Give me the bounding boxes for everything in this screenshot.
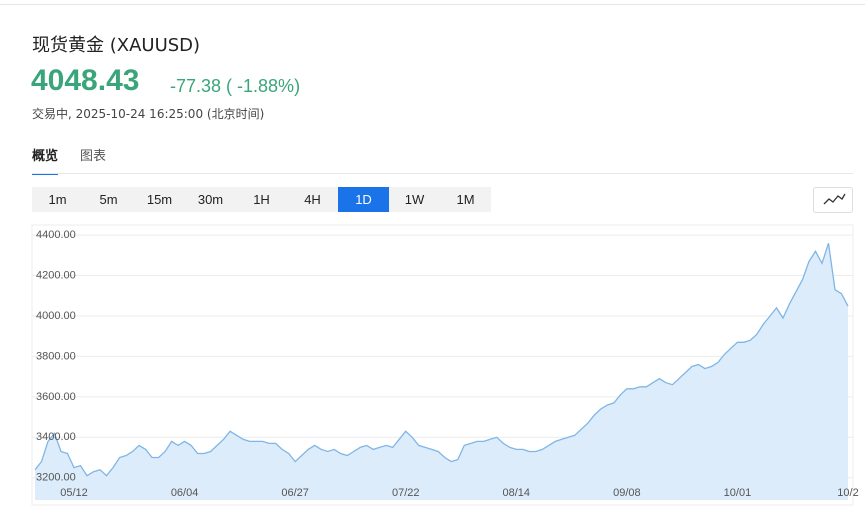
x-tick-label: 10/01 (724, 487, 752, 499)
interval-button[interactable]: 1m (48, 192, 67, 207)
interval-button[interactable]: 1D (338, 187, 389, 212)
y-tick-label: 3800.00 (36, 350, 76, 362)
y-tick-label: 4000.00 (36, 310, 76, 322)
x-tick-label: 06/04 (171, 487, 199, 499)
y-tick-label: 3200.00 (36, 472, 76, 484)
interval-bar: 1m 5m 15m 30m 1H 4H 1D 1W 1M (32, 187, 491, 212)
y-tick-label: 3600.00 (36, 391, 76, 403)
y-tick-label: 3400.00 (36, 431, 76, 443)
x-tick-label: 08/14 (503, 487, 531, 499)
chart-type-button[interactable] (813, 187, 853, 213)
x-tick-label: 10/2 (837, 487, 858, 499)
tab[interactable]: 概览 (32, 145, 59, 175)
interval-button[interactable]: 1M (456, 192, 475, 207)
y-tick-label: 4200.00 (36, 269, 76, 281)
x-tick-label: 05/12 (60, 487, 88, 499)
interval-button[interactable]: 5m (99, 192, 118, 207)
chart-frame (31, 224, 854, 506)
price-line (34, 243, 849, 477)
interval-button[interactable]: 30m (197, 192, 224, 207)
price-change: -77.38 ( -1.88%) (170, 76, 301, 96)
interval-button[interactable]: 15m (146, 192, 173, 207)
chart-type-icon (823, 193, 846, 205)
divider (0, 4, 865, 5)
y-tick-label: 4400.00 (36, 229, 76, 241)
area-fill (35, 243, 848, 500)
instrument-title: 现货黄金 (XAUUSD) (32, 35, 201, 56)
x-tick-label: 06/27 (281, 487, 309, 499)
tab-bar: 概览 图表 (32, 145, 106, 175)
x-tick-label: 07/22 (392, 487, 420, 499)
trading-status: 交易中, 2025-10-24 16:25:00 (北京时间) (32, 107, 265, 121)
interval-button[interactable]: 4H (304, 192, 321, 207)
price: 4048.43 (31, 64, 140, 97)
divider (32, 173, 853, 174)
x-tick-label: 09/08 (613, 487, 641, 499)
tab[interactable]: 图表 (80, 149, 107, 164)
interval-button[interactable]: 1W (404, 192, 425, 207)
interval-button[interactable]: 1H (253, 192, 270, 207)
